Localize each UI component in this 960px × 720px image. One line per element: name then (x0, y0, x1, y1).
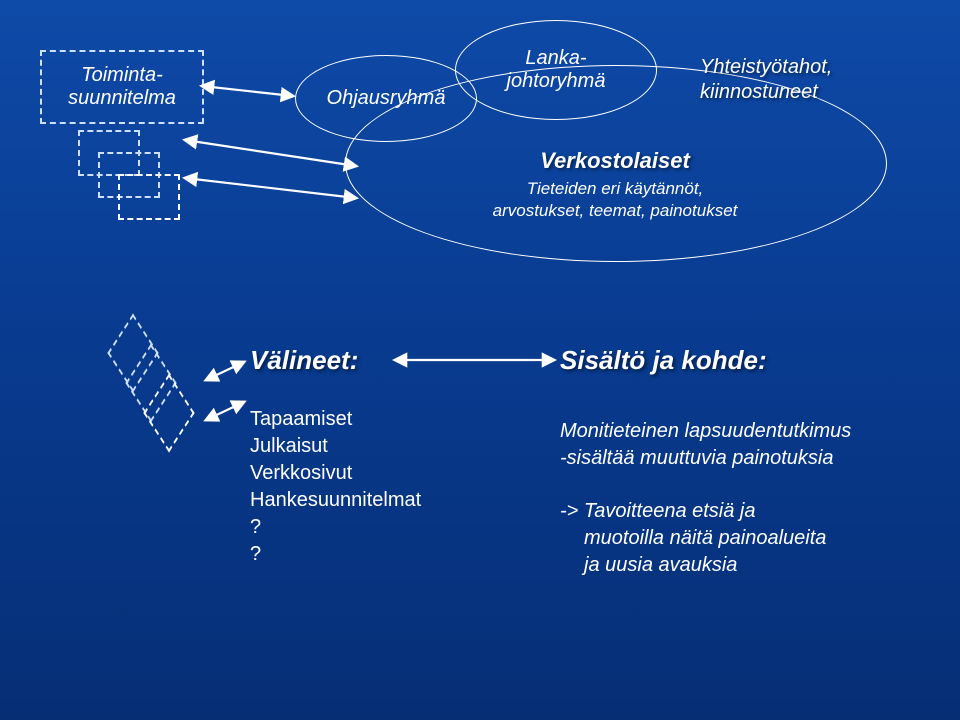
valineet-item-4: Hankesuunnitelmat (250, 487, 421, 514)
sisalto-block: Sisältö ja kohde: Monitieteinen lapsuude… (560, 345, 851, 579)
partners-line2: kiinnostuneet (700, 81, 818, 103)
ohjausryhma-ellipse: Ohjausryhmä (295, 55, 477, 142)
verkostolaiset-sub1: Tieteiden eri käytännöt, (527, 179, 704, 198)
valineet-item-6: ? (250, 541, 421, 568)
lanka-ellipse: Lanka- johtoryhmä (455, 20, 657, 120)
partners-label: Yhteistyötahot, kiinnostuneet (700, 55, 832, 105)
valineet-heading: Välineet: (250, 345, 421, 376)
ohjausryhma-label: Ohjausryhmä (327, 87, 446, 110)
partners-line1: Yhteistyötahot, (700, 56, 832, 78)
valineet-block: Välineet: Tapaamiset Julkaisut Verkkosiv… (250, 345, 421, 568)
valineet-item-3: Verkkosivut (250, 460, 421, 487)
verkostolaiset-sub2: arvostukset, teemat, painotukset (493, 201, 738, 220)
lanka-line1: Lanka- (525, 47, 586, 69)
sisalto-p2l2: muotoilla näitä painoalueita (584, 525, 826, 552)
verkostolaiset-block: Verkostolaiset Tieteiden eri käytännöt, … (445, 148, 785, 222)
valineet-item-2: Julkaisut (250, 433, 421, 460)
lanka-line2: johtoryhmä (507, 70, 606, 92)
valineet-item-1: Tapaamiset (250, 406, 421, 433)
stack-box-3 (118, 174, 180, 220)
toiminta-line2: suunnitelma (68, 87, 176, 109)
sisalto-p1l1: Monitieteinen lapsuudentutkimus (560, 420, 851, 442)
toiminta-box: Toiminta- suunnitelma (40, 50, 204, 124)
sisalto-p2l3: ja uusia avauksia (584, 552, 737, 579)
valineet-items: Tapaamiset Julkaisut Verkkosivut Hankesu… (250, 406, 421, 568)
sisalto-heading: Sisältö ja kohde: (560, 345, 851, 376)
verkostolaiset-title: Verkostolaiset (445, 148, 785, 174)
toiminta-line1: Toiminta- (81, 64, 163, 86)
sisalto-p1l2: -sisältää muuttuvia painotuksia (560, 447, 833, 469)
sisalto-p2l1: -> Tavoitteena etsiä ja (560, 500, 756, 522)
valineet-item-5: ? (250, 514, 421, 541)
